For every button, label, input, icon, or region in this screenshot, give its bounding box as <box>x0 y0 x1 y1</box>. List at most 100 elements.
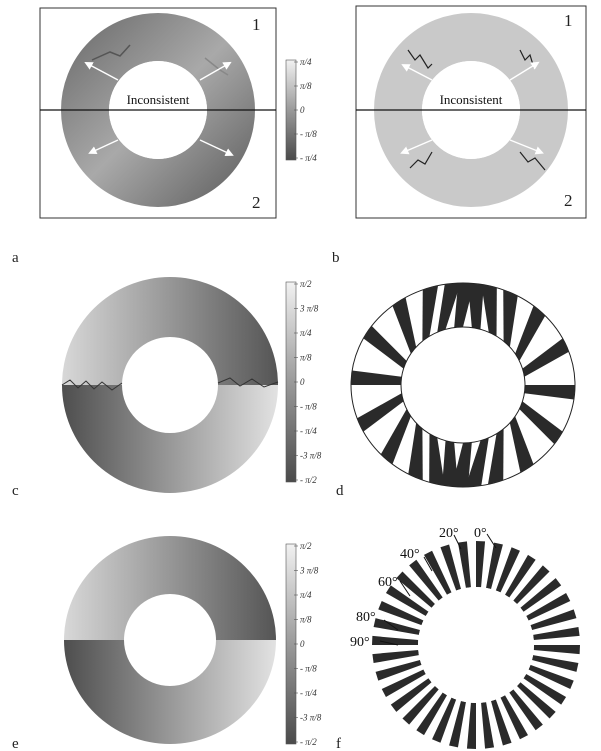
angle-pointer <box>423 556 433 572</box>
fringe-stripe <box>429 433 445 486</box>
colorbar-tick-label: π/2 <box>300 279 312 289</box>
angle-pointer <box>379 640 399 646</box>
colorbar-tick-label: -3 π/8 <box>300 451 322 461</box>
colorbar-tick-label: 0 <box>300 105 305 115</box>
fringe-stripe <box>351 370 402 385</box>
fringe-stripe <box>481 284 497 337</box>
colorbar-tick-label: π/4 <box>300 57 312 67</box>
panel-a-wrap-line <box>91 44 131 61</box>
angle-pointer <box>486 533 497 549</box>
arrow-icon <box>509 61 540 81</box>
panel-b-wrap-line <box>407 49 433 69</box>
spoke <box>390 678 432 712</box>
panel-c-wrap-line <box>217 377 279 388</box>
spoke <box>372 650 419 664</box>
fringe-stripe <box>515 305 546 361</box>
colorbar-tick-label: π/8 <box>300 615 312 625</box>
fringe-stripe <box>442 440 459 487</box>
spoke <box>526 593 571 621</box>
spoke <box>533 645 580 655</box>
panel-e: e <box>12 536 276 751</box>
spoke <box>528 664 574 689</box>
colorbar-labels: π/2 3 π/8 π/4 π/8 0 - π/8 - π/4 -3 π/8 - π/2 <box>294 279 322 485</box>
spoke <box>375 660 422 681</box>
spoke <box>509 689 543 731</box>
spoke <box>476 541 486 588</box>
spoke <box>378 601 424 626</box>
colorbar-tick-label: - π/2 <box>300 475 317 485</box>
arrow-icon <box>199 61 232 81</box>
arrow-icon <box>400 139 433 155</box>
colorbar-labels: π/2 3 π/8 π/4 π/8 0 - π/8 - π/4 -3 π/8 - π/2 <box>294 541 322 747</box>
spoke <box>517 682 556 719</box>
spoke <box>416 692 447 736</box>
colorbar-tick-label: 0 <box>300 377 305 387</box>
spoke <box>449 701 466 748</box>
panel-c-upper-half <box>62 277 278 385</box>
colorbar-tick-label: 0 <box>300 639 305 649</box>
spoke <box>440 544 461 591</box>
panel-e-upper-half <box>64 536 276 640</box>
fringe-stripe <box>465 437 489 487</box>
spoke <box>481 702 495 749</box>
fringe-stripe <box>392 297 417 354</box>
colorbar-tick-label: π/4 <box>300 590 312 600</box>
region-2-label: 2 <box>252 193 261 212</box>
spoke <box>520 578 562 612</box>
colorbar-tick-label: -3 π/8 <box>300 713 322 723</box>
angle-label-0: 0° <box>474 526 487 541</box>
spoke <box>396 571 435 608</box>
fringe-stripe <box>422 285 439 342</box>
panel-f: 0° 20° 40° 60° 80° 90° f <box>336 526 580 751</box>
panel-letter: f <box>336 736 341 751</box>
colorbar-labels: π/4 π/8 0 - π/8 - π/4 <box>294 57 317 163</box>
spoke <box>491 699 512 746</box>
panel-b-wrap-line <box>519 49 535 69</box>
colorbar-tick-label: π/4 <box>300 328 312 338</box>
spoke <box>523 674 567 705</box>
arrow-icon <box>401 64 433 81</box>
angle-pointer <box>399 580 411 597</box>
spoke <box>381 669 426 697</box>
inconsistent-label: Inconsistent <box>127 92 190 107</box>
colorbar-c: π/2 3 π/8 π/4 π/8 0 - π/8 - π/4 -3 π/8 - π/2 <box>285 279 322 485</box>
panel-a-wrap-line <box>204 57 229 76</box>
colorbar-tick-label: 3 π/8 <box>299 304 319 314</box>
arrow-icon <box>199 139 234 157</box>
panel-letter: d <box>336 483 344 499</box>
spoke <box>513 565 550 604</box>
spoke <box>409 559 443 601</box>
spoke <box>466 702 476 749</box>
region-2-label: 2 <box>564 191 573 210</box>
colorbar-tick-label: - π/4 <box>300 688 317 698</box>
spoke <box>495 547 520 593</box>
panel-f-hole <box>418 587 534 703</box>
panel-c: c <box>12 277 279 499</box>
angle-label-60: 60° <box>378 575 398 590</box>
fringe-stripe <box>503 289 518 348</box>
colorbar-a: π/4 π/8 0 - π/8 - π/4 <box>285 57 317 163</box>
fringe-stripe <box>487 428 504 485</box>
colorbar-tick-label: 3 π/8 <box>299 566 319 576</box>
spoke <box>457 541 471 588</box>
angle-label-90: 90° <box>350 635 370 650</box>
spoke <box>424 550 452 595</box>
spoke <box>402 686 439 725</box>
panel-d: d <box>336 282 576 499</box>
panel-d-fringes <box>351 283 575 487</box>
colorbar-tick-label: - π/4 <box>300 153 317 163</box>
colorbar-tick-label: - π/4 <box>300 426 317 436</box>
colorbar-tick-label: π/2 <box>300 541 312 551</box>
arrow-icon <box>88 139 119 155</box>
arrow-icon <box>84 62 119 81</box>
colorbar-tick-label: - π/8 <box>300 129 317 139</box>
fringe-stripe <box>437 283 461 333</box>
fringe-stripe <box>363 325 407 369</box>
fringe-stripe <box>524 385 575 400</box>
panel-f-spokes <box>372 541 580 749</box>
panel-b-wrap-line <box>409 151 433 169</box>
spoke <box>505 554 536 598</box>
fringe-stripe <box>467 283 484 330</box>
spoke <box>432 697 457 743</box>
inconsistent-label: Inconsistent <box>440 92 503 107</box>
